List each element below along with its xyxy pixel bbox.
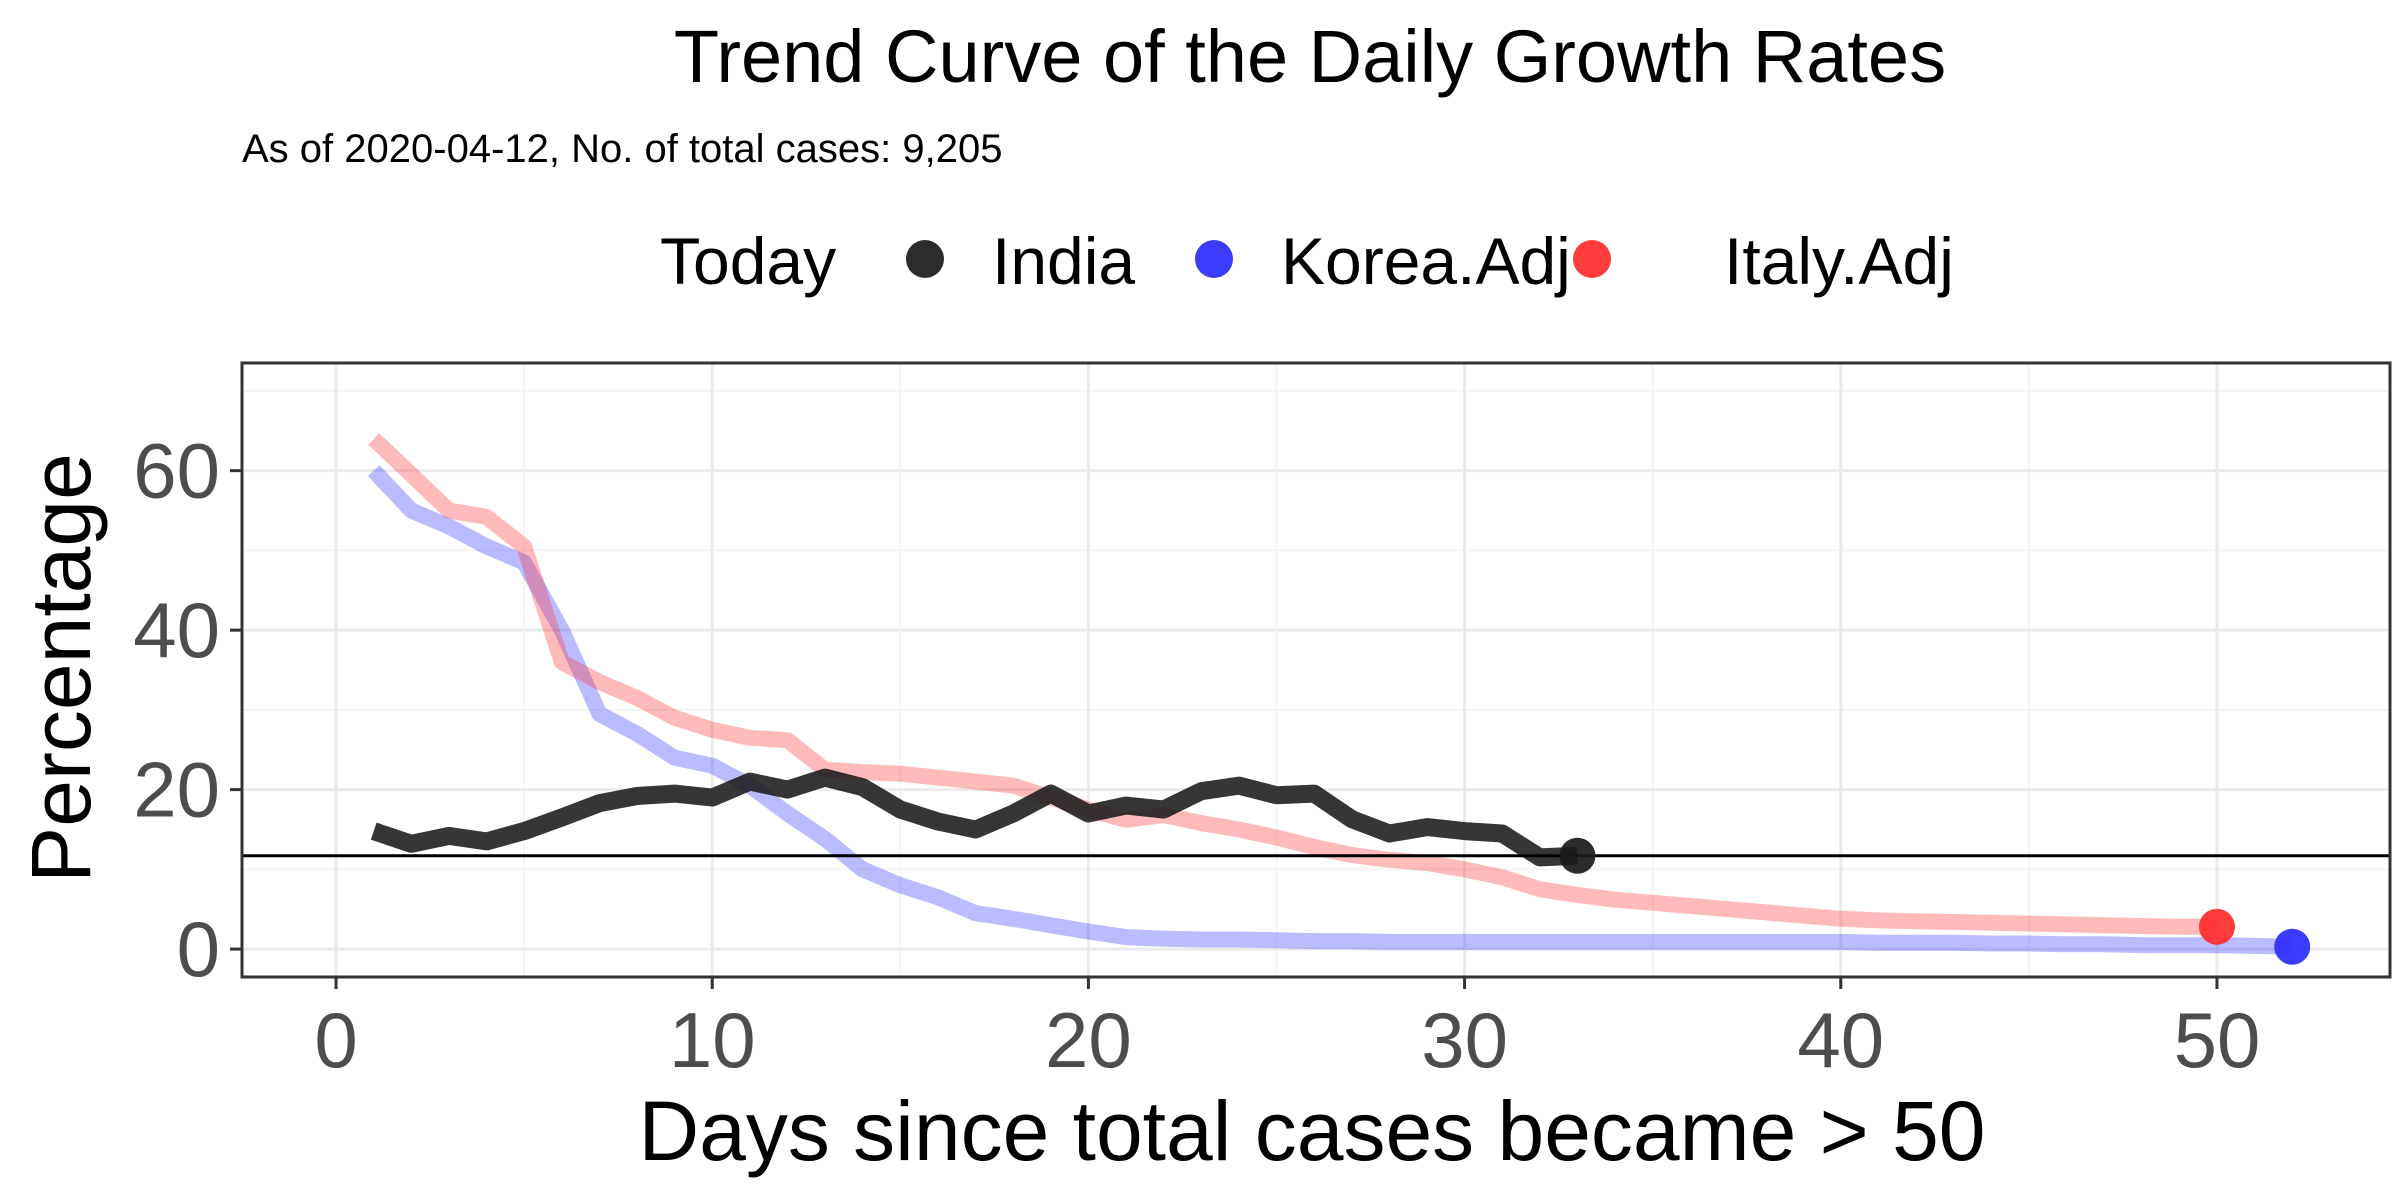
legend-title: Today (660, 224, 836, 298)
legend-key-italy-adj (1573, 240, 1611, 278)
series-lines (367, 433, 2293, 955)
chart-title: Trend Curve of the Daily Growth Rates (674, 15, 1946, 98)
series-line-india (370, 768, 1578, 867)
legend-key-india (906, 240, 944, 278)
x-tick-label: 0 (314, 996, 357, 1084)
y-axis-title: Percentage (14, 453, 108, 883)
chart-subtitle: As of 2020-04-12, No. of total cases: 9,… (242, 127, 1002, 171)
y-tick-label: 20 (133, 746, 220, 834)
y-tick-label: 0 (177, 905, 220, 993)
x-tick-label: 20 (1045, 996, 1132, 1084)
legend-label-india: India (992, 224, 1135, 298)
x-axis-title: Days since total cases became > 50 (638, 1084, 1985, 1178)
today-point-india (1559, 837, 1596, 874)
legend-label-korea-adj: Korea.Adj (1281, 224, 1571, 298)
series-line-italy-adj (368, 433, 2217, 935)
y-tick-label: 40 (133, 586, 220, 674)
today-point-korea-adj (2274, 928, 2311, 965)
x-tick-label: 40 (1797, 996, 1884, 1084)
x-tick-label: 30 (1421, 996, 1508, 1084)
x-tick-label: 10 (669, 996, 756, 1084)
legend-key-korea-adj (1195, 240, 1233, 278)
legend: Today India Korea.Adj Italy.Adj (660, 224, 1954, 298)
today-point-italy-adj (2198, 908, 2235, 945)
y-tick-label: 60 (133, 427, 220, 515)
plot-area: 0 10 20 30 40 50 0 20 40 60 (133, 361, 2392, 1084)
x-tick-label: 50 (2174, 996, 2261, 1084)
series-line-korea-adj (367, 465, 2293, 955)
legend-label-italy-adj: Italy.Adj (1724, 224, 1954, 298)
plot-border (240, 361, 2392, 979)
